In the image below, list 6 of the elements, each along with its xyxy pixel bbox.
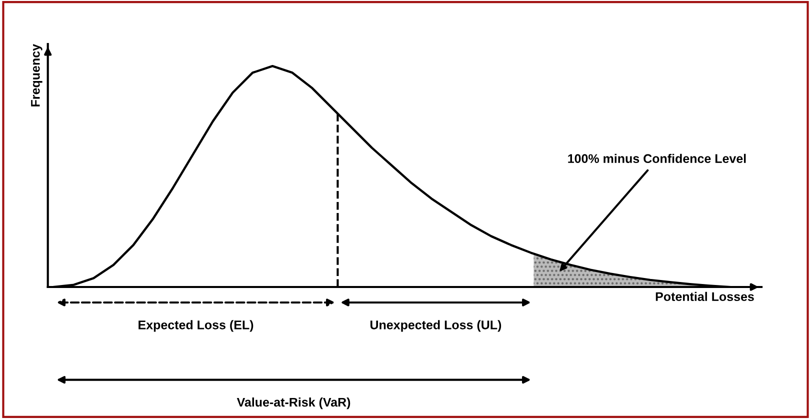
text: Expected Loss (EL) <box>138 320 254 332</box>
x-axis-title: Potential Losses <box>656 292 754 302</box>
y-axis-title: Frequency <box>31 44 42 106</box>
text: Value-at-Risk (VaR) <box>236 397 350 410</box>
text: Unexpected Loss (UL) <box>370 320 502 332</box>
annotation: 100% minus Confidence Level <box>568 154 746 164</box>
